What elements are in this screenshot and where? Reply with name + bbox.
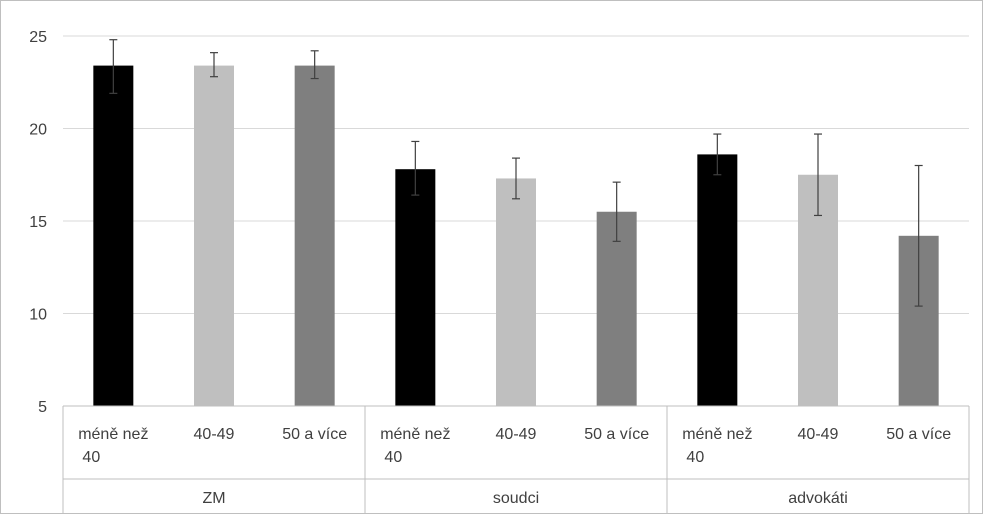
category-label: 50 a více — [282, 426, 347, 443]
bars — [93, 65, 939, 406]
y-tick-label: 20 — [29, 122, 47, 139]
group-label: advokáti — [788, 490, 848, 507]
group-label: ZM — [202, 490, 225, 507]
category-label: 40-49 — [798, 426, 839, 443]
y-tick-label: 25 — [29, 29, 47, 46]
group-label: soudci — [493, 490, 539, 507]
bar-soudci-2 — [596, 211, 637, 406]
y-tick-label: 5 — [38, 399, 47, 416]
bar-ZM-2 — [294, 65, 335, 406]
category-label: 40-49 — [496, 426, 537, 443]
bar-soudci-1 — [496, 178, 536, 406]
bar-soudci-0 — [395, 169, 436, 406]
bar-advokáti-0 — [697, 154, 738, 406]
bar-ZM-1 — [194, 65, 234, 406]
error-bars — [109, 39, 923, 307]
category-label: méně než 40 — [380, 426, 450, 466]
axes — [62, 405, 970, 514]
y-tick-label: 10 — [29, 307, 47, 324]
y-tick-label: 15 — [29, 214, 47, 231]
labels: 5 10 15 20 25 méně než 40 40-49 50 a více ZM méně … — [29, 29, 951, 507]
category-label: 40-49 — [194, 426, 235, 443]
category-label: méně než 40 — [78, 426, 148, 466]
category-label: 50 a více — [584, 426, 649, 443]
category-label: méně než 40 — [682, 426, 752, 466]
bar-ZM-0 — [93, 65, 134, 406]
category-label: 50 a více — [886, 426, 951, 443]
